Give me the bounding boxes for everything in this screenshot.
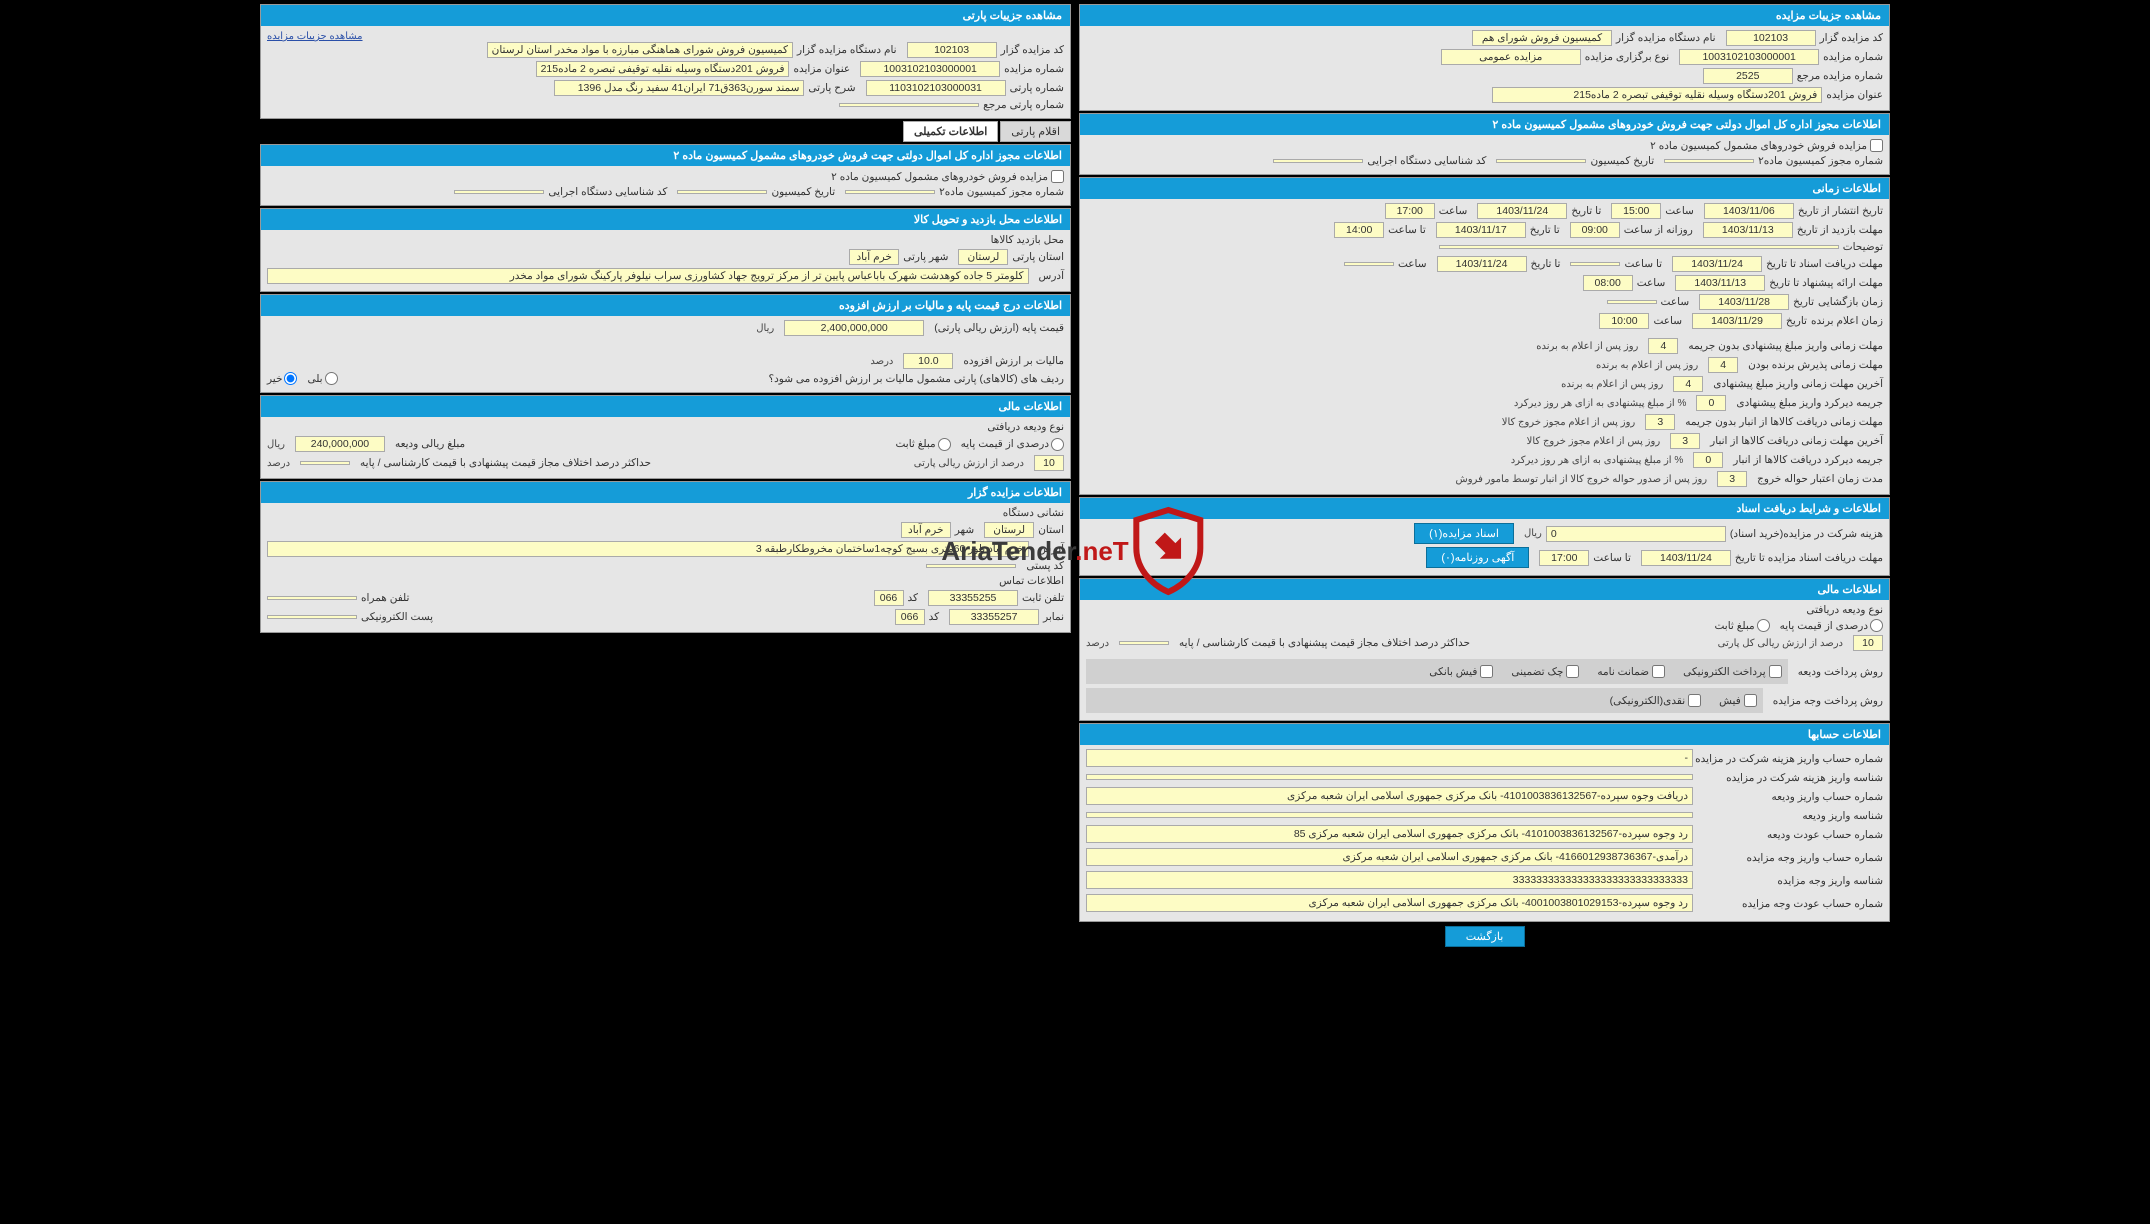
vat-yes-radio[interactable]: بلی (307, 372, 337, 385)
org-label: نام دستگاه مزایده گزار (1616, 32, 1716, 44)
pct-base-radio2[interactable]: درصدی از قیمت پایه (961, 438, 1064, 451)
auctioneer-header: اطلاعات مزایده گزار (261, 482, 1070, 503)
type-label: نوع برگزاری مزایده (1585, 51, 1669, 63)
tab-extra-info[interactable]: اطلاعات تکمیلی (903, 121, 998, 142)
cheque-checkbox[interactable]: چک تضمینی (1511, 665, 1579, 678)
financial-header2: اطلاعات مالی (261, 396, 1070, 417)
visit-location-header: اطلاعات محل بازدید و تحویل کالا (261, 209, 1070, 230)
view-auction-link[interactable]: مشاهده جزییات مزایده (267, 31, 363, 42)
price-vat-header: اطلاعات درج قیمت پایه و مالیات بر ارزش ا… (261, 295, 1070, 316)
tab-items[interactable]: اقلام پارتی (1000, 121, 1071, 142)
timing-header: اطلاعات زمانی (1080, 178, 1889, 199)
auction-docs-button[interactable]: اسناد مزایده(۱) (1414, 523, 1514, 544)
auction-no-label: شماره مزایده (1823, 51, 1883, 63)
tabs: اقلام پارتی اطلاعات تکمیلی (260, 121, 1071, 142)
commission-checkbox[interactable]: مزایده فروش خودروهای مشمول کمیسیون ماده … (1650, 139, 1883, 152)
accounts-header: اطلاعات حسابها (1080, 724, 1889, 745)
auction-details-header: مشاهده جزییات مزایده (1080, 5, 1889, 26)
fish-checkbox[interactable]: فیش (1719, 694, 1757, 707)
guarantee-checkbox[interactable]: ضمانت نامه (1597, 665, 1665, 678)
auction-details-column: مشاهده جزییات مزایده کد مزایده گزار 10210… (1075, 0, 2150, 955)
brand-text: AriaTender.neT (941, 536, 1128, 567)
bankslip-checkbox[interactable]: فیش بانکی (1429, 665, 1493, 678)
ref-no-value: 2525 (1703, 68, 1793, 84)
return-button[interactable]: بازگشت (1445, 926, 1525, 947)
commission-checkbox2[interactable]: مزایده فروش خودروهای مشمول کمیسیون ماده … (831, 170, 1064, 183)
fixed-radio[interactable]: مبلغ ثابت (1714, 619, 1769, 632)
brand-logo: AriaTender.neT (941, 506, 1208, 596)
auction-no-value: 1003102103000001 (1679, 49, 1819, 65)
code-value: 102103 (1726, 30, 1816, 46)
shield-icon (1129, 506, 1209, 596)
party-details-column: مشاهده جزییات پارتی مشاهده جزییات مزایده… (0, 0, 1075, 955)
cash-checkbox[interactable]: نقدی(الکترونیکی) (1610, 694, 1702, 707)
party-header: مشاهده جزییات پارتی (261, 5, 1070, 26)
epay-checkbox[interactable]: پرداخت الکترونیکی (1683, 665, 1782, 678)
code-label: کد مزایده گزار (1820, 32, 1883, 44)
pct-base-radio[interactable]: درصدی از قیمت پایه (1780, 619, 1883, 632)
newspaper-ad-button[interactable]: آگهی روزنامه(۰) (1426, 547, 1529, 568)
title-value: فروش 201دستگاه وسیله نقلیه توقیفی تبصره … (1492, 87, 1822, 103)
type-value: مزایده عمومی (1441, 49, 1581, 65)
title-label: عنوان مزایده (1826, 89, 1883, 101)
fixed-radio2[interactable]: مبلغ ثابت (895, 438, 950, 451)
vat-no-radio[interactable]: خیر (267, 372, 297, 385)
ref-no-label: شماره مزایده مرجع (1797, 70, 1883, 82)
org-value: کمیسیون فروش شورای هم (1472, 30, 1612, 46)
permit-header: اطلاعات مجوز اداره کل اموال دولتی جهت فر… (1080, 114, 1889, 135)
